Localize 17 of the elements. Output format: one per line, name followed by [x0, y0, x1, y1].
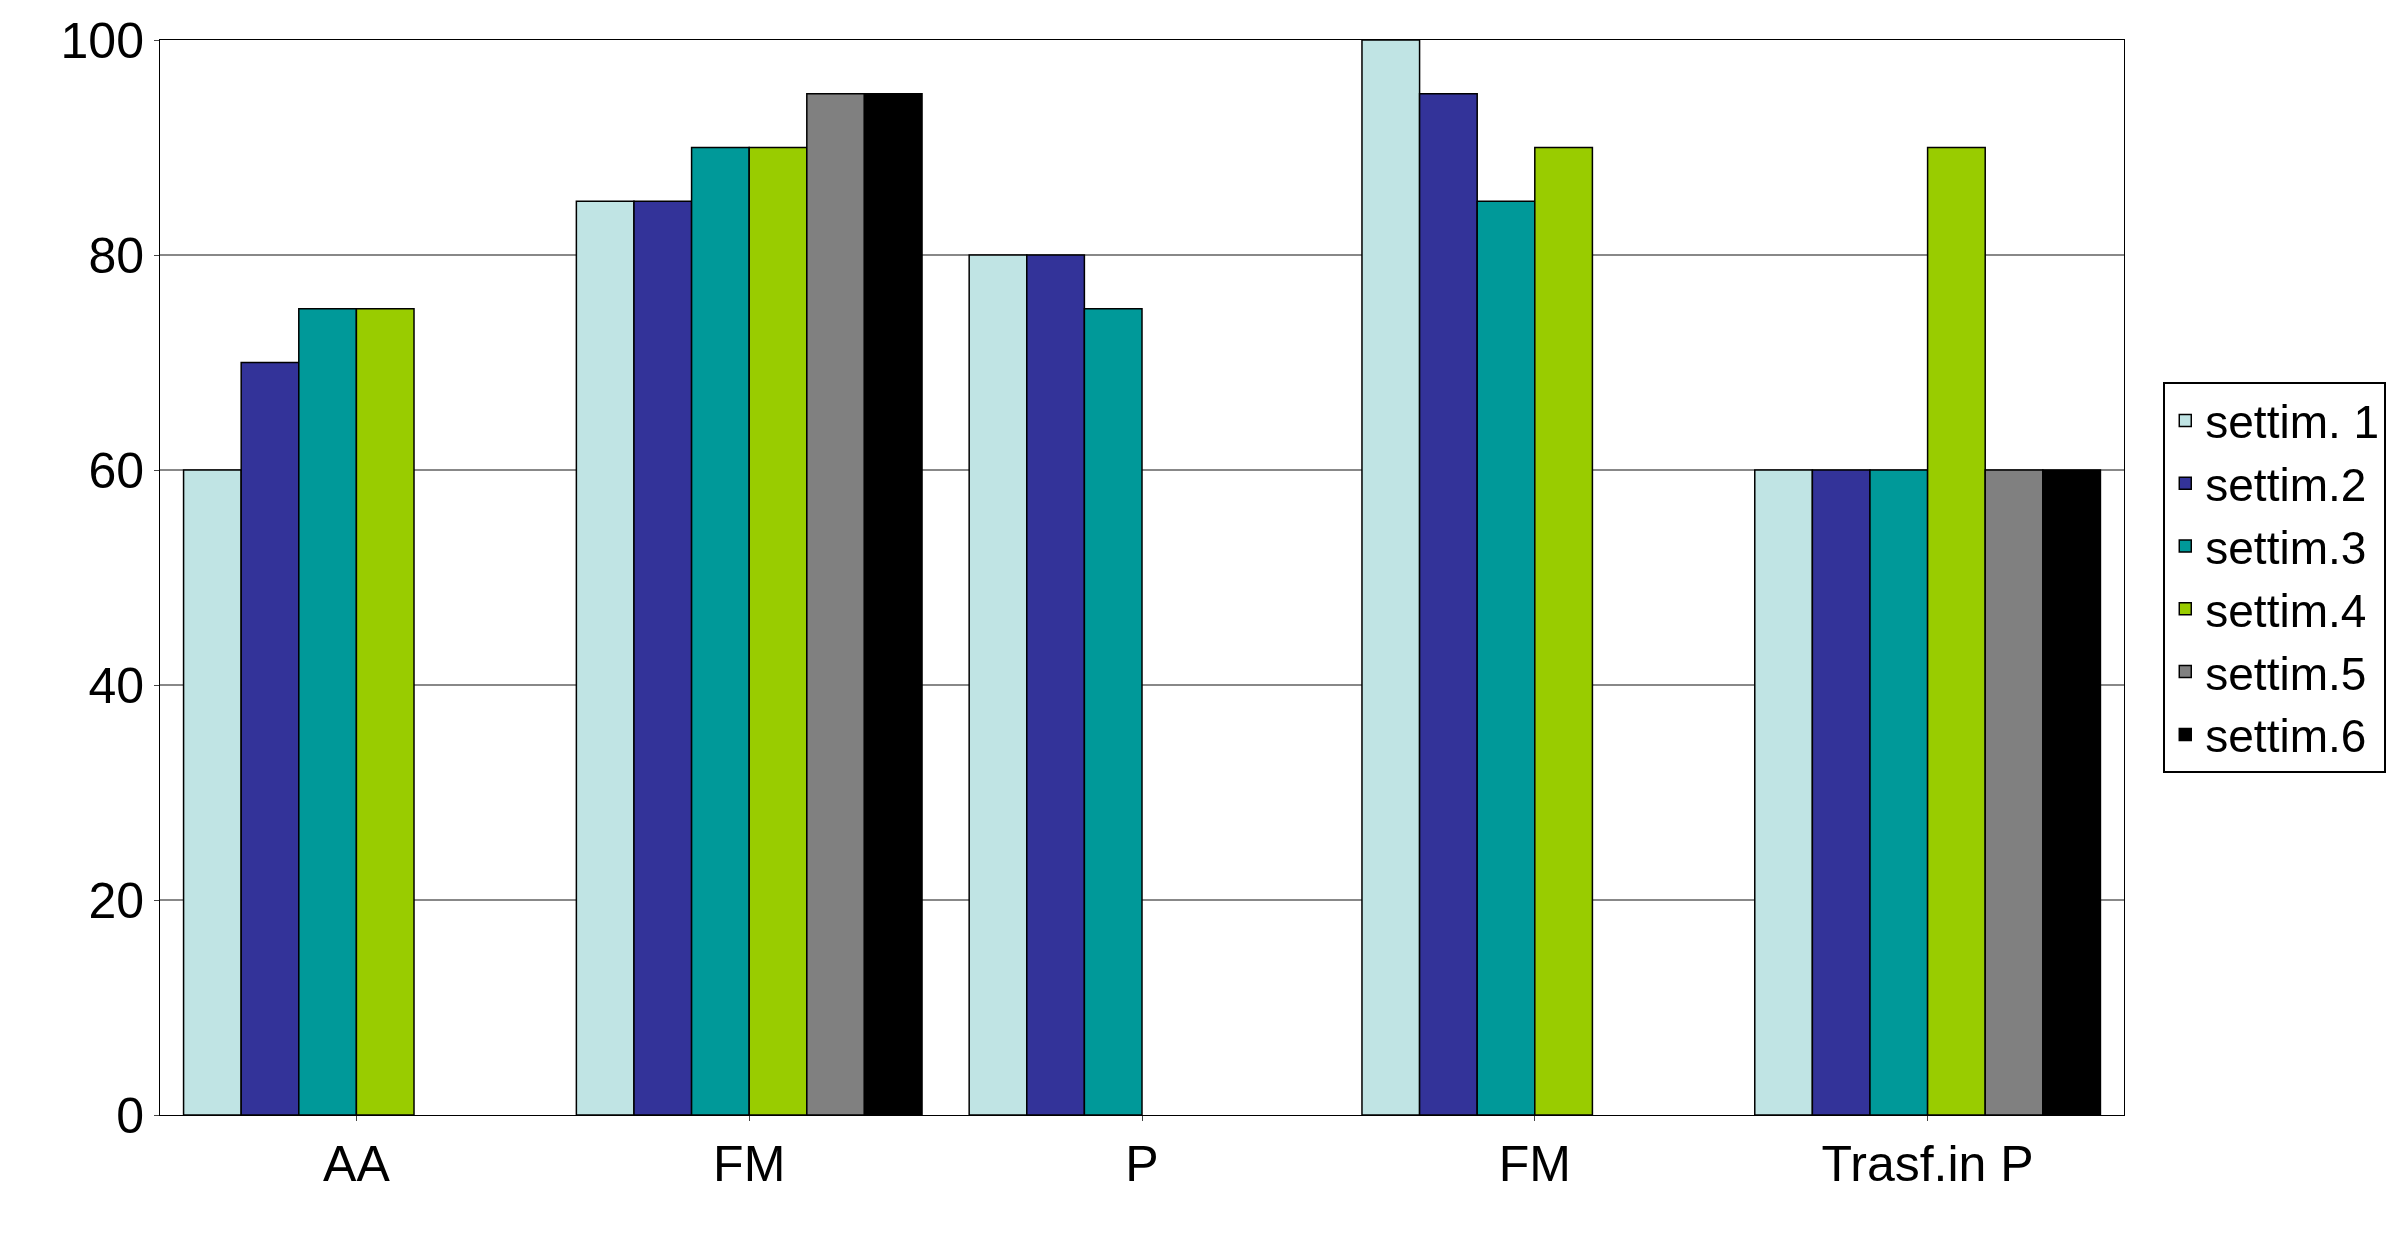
y-tick-label: 20 — [88, 872, 144, 929]
legend-label: settim.5 — [2205, 647, 2367, 700]
legend-label: settim.4 — [2205, 584, 2367, 637]
x-tick-label: FM — [1498, 1136, 1571, 1192]
x-tick-label: FM — [713, 1136, 786, 1192]
y-tick-label: 40 — [88, 657, 144, 714]
y-tick-label: 60 — [88, 442, 144, 499]
y-tick-label: 80 — [88, 227, 144, 284]
legend-label: settim.6 — [2205, 710, 2367, 763]
y-tick-label: 100 — [60, 12, 144, 69]
y-tick-label: 0 — [116, 1087, 144, 1144]
legend-label: settim. 1 — [2205, 396, 2380, 449]
x-tick-label: AA — [323, 1136, 391, 1192]
x-tick-label: Trasf.in P — [1821, 1136, 2034, 1192]
legend-label: settim.2 — [2205, 459, 2367, 512]
legend-label: settim.3 — [2205, 521, 2367, 574]
x-tick-label: P — [1125, 1136, 1159, 1192]
